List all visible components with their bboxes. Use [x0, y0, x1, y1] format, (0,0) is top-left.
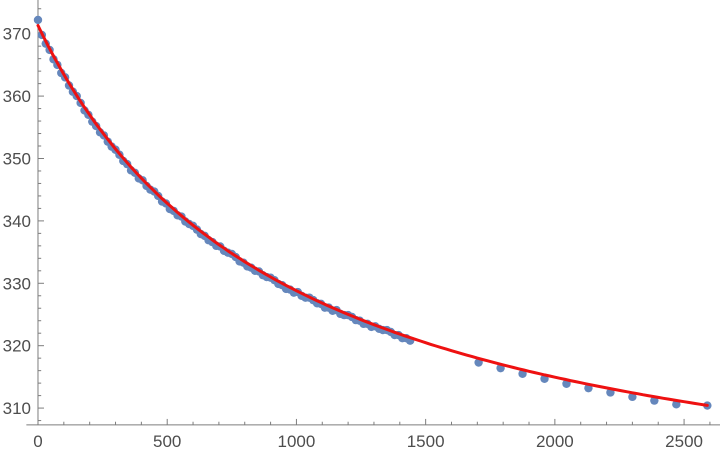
y-tick-label: 340 [3, 212, 31, 231]
y-tick-label: 330 [3, 274, 31, 293]
axis-ticks [37, 8, 711, 425]
data-point [33, 15, 43, 25]
x-tick-label: 2000 [536, 432, 574, 451]
fit-line [36, 24, 709, 407]
x-tick-label: 1000 [278, 432, 316, 451]
x-tick-label: 2500 [665, 432, 703, 451]
fit-line-series [36, 24, 709, 407]
axes [26, 0, 720, 426]
y-tick-label: 310 [3, 399, 31, 418]
x-tick-label: 0 [33, 432, 42, 451]
y-tick-label: 320 [3, 337, 31, 356]
y-tick-label: 370 [3, 25, 31, 44]
y-tick-label: 360 [3, 87, 31, 106]
data-point [628, 392, 637, 402]
tick-labels: 0 500 1000 1500 2000 2500 310 320 330 340 350 360 37… [3, 25, 703, 451]
data-points-series [33, 15, 712, 410]
x-tick-label: 1500 [407, 432, 445, 451]
y-tick-label: 350 [3, 149, 31, 168]
x-tick-label: 500 [153, 432, 181, 451]
